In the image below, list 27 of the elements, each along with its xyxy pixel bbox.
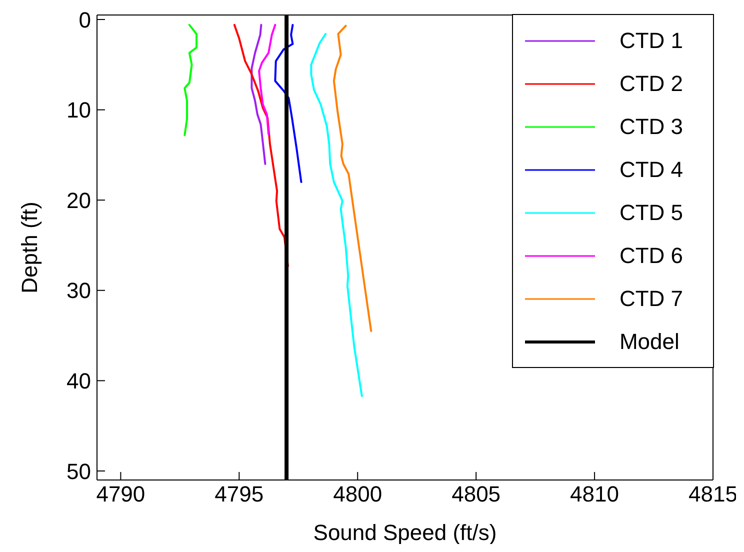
legend-label: CTD 2 bbox=[619, 70, 683, 96]
legend-label: CTD 5 bbox=[619, 200, 683, 226]
line-series bbox=[233, 24, 289, 268]
legend-label: CTD 4 bbox=[619, 156, 683, 182]
legend-label: CTD 6 bbox=[619, 242, 683, 268]
y-tick-label: 30 bbox=[66, 278, 91, 304]
y-axis-title: Depth (ft) bbox=[16, 202, 42, 294]
x-tick-label: 4800 bbox=[333, 482, 382, 507]
line-series bbox=[310, 32, 363, 398]
x-tick-label: 4805 bbox=[452, 482, 501, 507]
x-tick-label: 4790 bbox=[96, 482, 146, 507]
legend-label: CTD 7 bbox=[619, 286, 683, 312]
line-series bbox=[258, 24, 276, 136]
legend-label: Model bbox=[619, 328, 680, 354]
x-tick-label: 4810 bbox=[570, 482, 620, 507]
y-tick-label: 20 bbox=[66, 188, 91, 213]
y-tick-label: 0 bbox=[78, 7, 91, 32]
y-tick-label: 10 bbox=[66, 98, 91, 123]
line-series bbox=[184, 24, 198, 136]
y-tick-label: 40 bbox=[66, 368, 91, 394]
x-tick-label: 4795 bbox=[214, 482, 264, 507]
legend-label: CTD 1 bbox=[619, 28, 683, 54]
line-series bbox=[274, 24, 302, 184]
line-series bbox=[250, 24, 266, 165]
legend-label: CTD 3 bbox=[619, 114, 683, 140]
y-tick-label: 50 bbox=[66, 458, 91, 484]
line-series bbox=[332, 24, 372, 332]
